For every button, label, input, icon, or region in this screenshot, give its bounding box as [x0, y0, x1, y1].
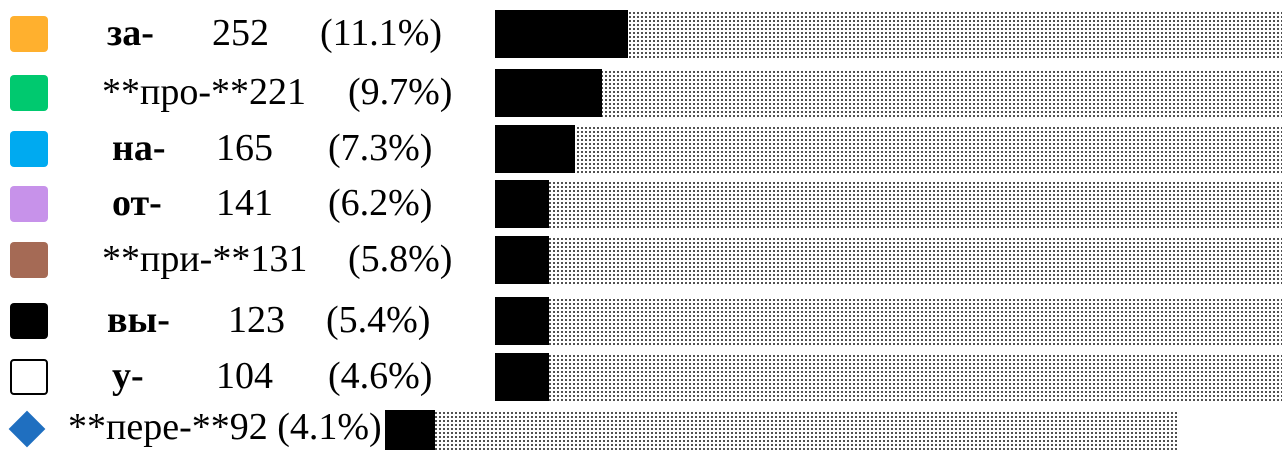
bar-track	[385, 410, 1178, 450]
bar-fill	[385, 410, 435, 450]
bar-track	[495, 236, 1282, 284]
percent-value: (7.3%)	[328, 127, 433, 169]
list-item: на- 165 (7.3%)	[0, 123, 1282, 175]
count-value: 123	[228, 299, 285, 341]
count-value: 141	[216, 182, 273, 224]
bar-fill	[495, 125, 575, 173]
percent-value: (4.6%)	[328, 355, 433, 397]
color-swatch	[10, 16, 48, 52]
prefix-label: за-	[107, 12, 154, 54]
bar-track	[495, 353, 1282, 401]
color-swatch	[10, 75, 48, 111]
color-swatch	[10, 303, 48, 339]
bar-fill	[495, 297, 549, 345]
bar-fill	[495, 353, 549, 401]
color-swatch	[10, 186, 48, 222]
percent-value: (11.1%)	[320, 12, 443, 54]
prefix-label: вы-	[107, 299, 170, 341]
color-swatch	[10, 359, 48, 395]
bar-track	[495, 69, 1282, 117]
list-item: **пере-**92 (4.1%)	[0, 404, 1282, 450]
percent-value: (5.8%)	[348, 238, 453, 280]
diamond-icon	[8, 410, 46, 448]
count-value: 104	[216, 355, 273, 397]
prefix-label: **при-**131	[102, 238, 308, 280]
bar-fill	[495, 236, 549, 284]
count-value: 165	[216, 127, 273, 169]
prefix-label: **про-**221	[102, 71, 306, 113]
bar-fill	[495, 69, 602, 117]
percent-value: (5.4%)	[326, 299, 431, 341]
bar-track	[495, 180, 1282, 228]
bar-track	[495, 10, 1282, 58]
bar-track	[495, 297, 1282, 345]
list-item: у- 104 (4.6%)	[0, 351, 1282, 403]
count-value: 252	[212, 12, 269, 54]
prefix-label: на-	[112, 127, 166, 169]
list-item: **про-**221 (9.7%)	[0, 67, 1282, 119]
prefix-label: от-	[112, 182, 162, 224]
list-item: от- 141 (6.2%)	[0, 178, 1282, 230]
percent-value: (6.2%)	[328, 182, 433, 224]
list-item: вы- 123 (5.4%)	[0, 295, 1282, 347]
bar-fill	[495, 180, 549, 228]
percent-value: (9.7%)	[348, 71, 453, 113]
item-label: **пере-**92 (4.1%)	[68, 406, 382, 448]
color-swatch	[10, 131, 48, 167]
color-swatch	[10, 242, 48, 278]
prefix-label: у-	[112, 355, 144, 397]
bar-track	[495, 125, 1282, 173]
list-item: **при-**131 (5.8%)	[0, 234, 1282, 286]
bar-fill	[495, 10, 628, 58]
list-item: за- 252 (11.1%)	[0, 8, 1282, 60]
